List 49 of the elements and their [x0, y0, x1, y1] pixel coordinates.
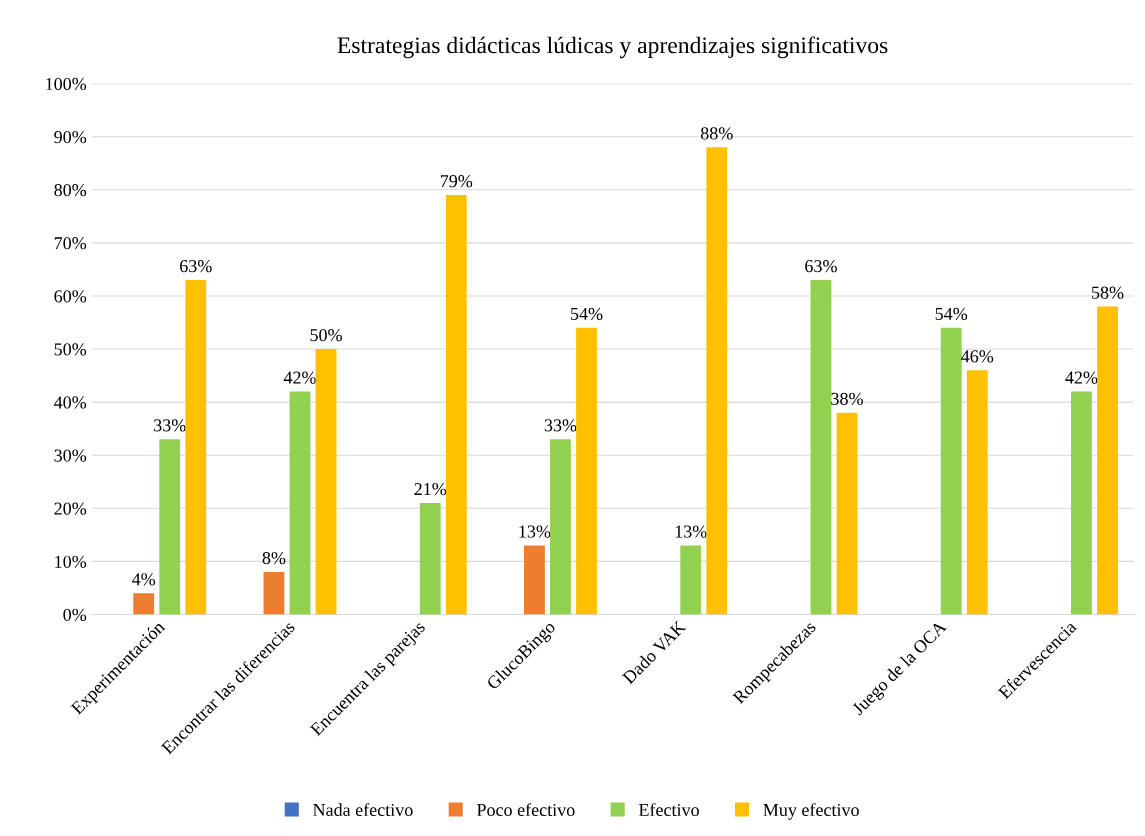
bar — [133, 593, 155, 615]
bar — [550, 439, 571, 615]
y-tick-label: 90% — [54, 130, 87, 144]
data-label: 38% — [831, 392, 863, 405]
data-label: 54% — [571, 307, 603, 321]
bar — [966, 370, 988, 615]
data-label: 46% — [961, 350, 994, 363]
data-label: 79% — [440, 175, 473, 188]
chart-title: Estrategias didácticas lúdicas y aprendizajes significativos — [337, 36, 888, 59]
bar — [445, 195, 467, 615]
bar — [419, 502, 441, 615]
bar — [1071, 391, 1092, 615]
legend-label: Muy efectivo — [763, 803, 859, 820]
bar — [810, 280, 832, 615]
bar — [185, 280, 207, 615]
bar — [836, 412, 858, 615]
bar — [263, 571, 285, 615]
bar — [524, 545, 545, 615]
y-tick-label: 10% — [55, 555, 87, 568]
bar — [576, 327, 597, 615]
data-label: 54% — [935, 307, 968, 321]
bar — [1097, 306, 1118, 615]
data-label: 42% — [283, 371, 316, 384]
data-label: 4% — [132, 573, 156, 586]
bar — [315, 349, 337, 615]
y-tick-label: 30% — [54, 449, 87, 462]
bar — [159, 439, 181, 615]
y-tick-label: 50% — [54, 343, 87, 356]
y-tick-label: 20% — [54, 502, 87, 515]
data-label: 63% — [805, 260, 837, 273]
data-label: 63% — [180, 260, 212, 273]
data-label: 58% — [1092, 286, 1124, 299]
y-tick-label: 100% — [46, 77, 87, 91]
legend-label: Efectivo — [638, 803, 699, 817]
bar — [706, 147, 728, 615]
data-label: 8% — [262, 551, 286, 565]
legend-label: Nada efectivo — [313, 803, 413, 817]
y-tick-label: 80% — [54, 184, 87, 197]
y-tick-label: 60% — [54, 290, 87, 303]
data-label: 21% — [414, 482, 447, 496]
bar — [289, 391, 311, 615]
data-label: 88% — [700, 127, 733, 140]
y-tick-label: 40% — [54, 396, 87, 409]
bar — [680, 545, 702, 615]
y-tick-label: 0% — [63, 608, 87, 621]
data-label: 50% — [310, 329, 342, 342]
legend-label: Poco efectivo — [476, 803, 575, 817]
y-tick-label: 70% — [54, 237, 87, 250]
bar — [940, 327, 962, 615]
